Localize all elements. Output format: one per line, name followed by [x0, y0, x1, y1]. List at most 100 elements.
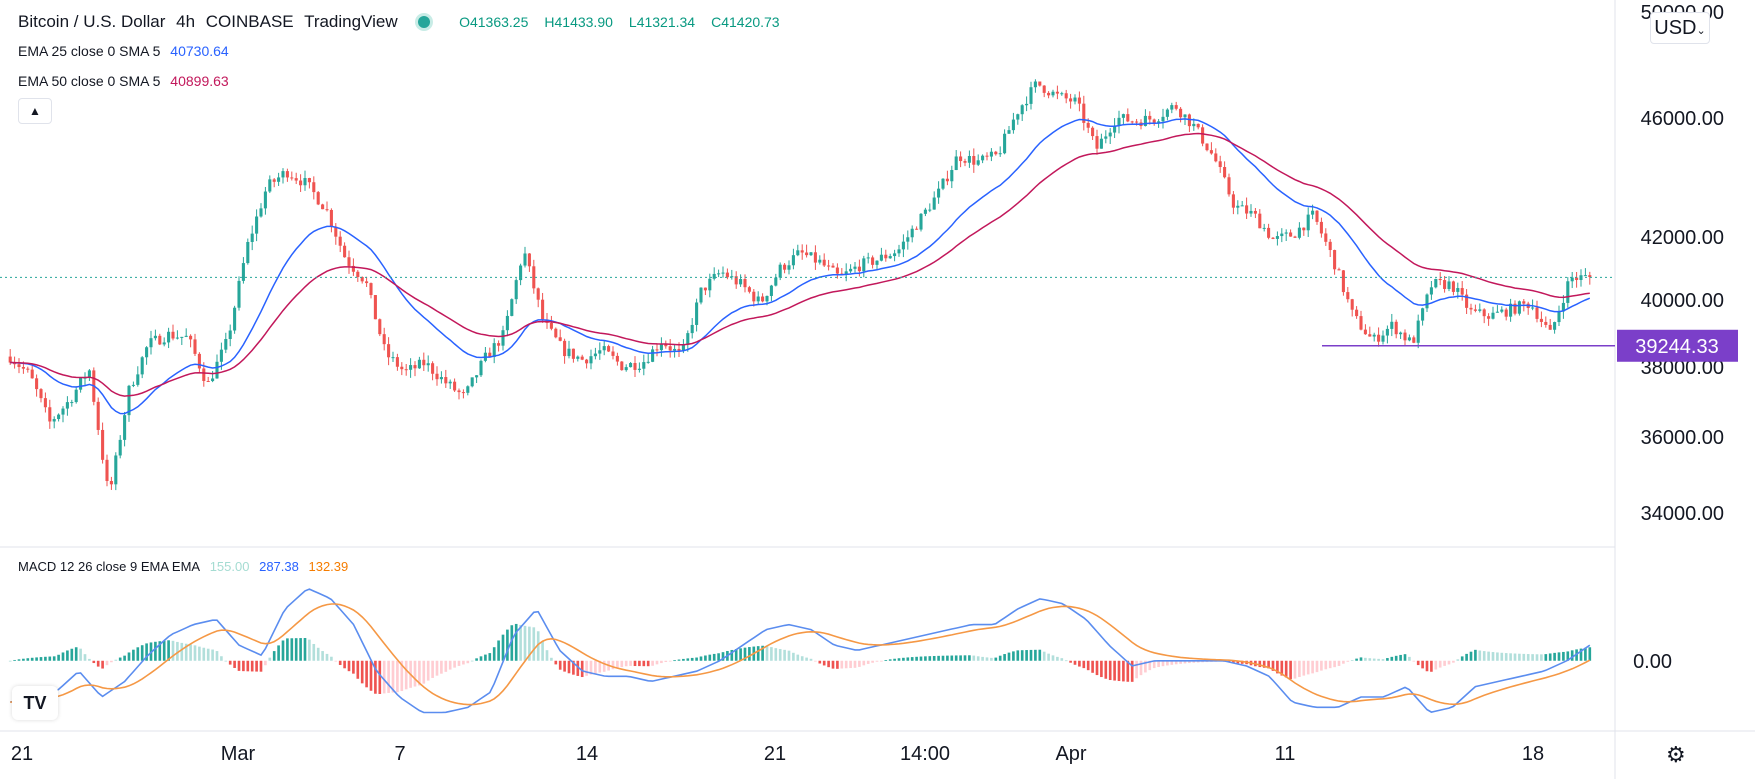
candle-body — [241, 263, 245, 281]
candle-body — [734, 276, 738, 285]
macd-histogram-bar — [1166, 660, 1169, 666]
ema25-legend[interactable]: EMA 25 close 0 SMA 5 40730.64 — [18, 43, 235, 59]
macd-histogram-bar — [919, 656, 923, 661]
candle-body — [149, 338, 153, 348]
macd-histogram-bar — [761, 645, 764, 661]
candle-body — [1337, 269, 1341, 271]
candle-body — [1223, 167, 1227, 178]
candle-body — [1451, 281, 1455, 292]
candle-body — [1509, 303, 1513, 317]
candle-body — [167, 331, 171, 343]
macd-histogram-bar — [734, 649, 738, 661]
macd-histogram-bar — [321, 651, 324, 661]
macd-histogram-bar — [220, 656, 223, 661]
macd-histogram-bar — [466, 660, 470, 664]
candle-body — [347, 257, 351, 266]
candle-body — [1289, 232, 1293, 237]
candle-body — [1161, 116, 1165, 122]
candle-body — [906, 237, 910, 242]
macd-histogram-bar — [840, 660, 844, 669]
candle-body — [497, 343, 501, 346]
candle-body — [400, 366, 404, 370]
collapse-legend-button[interactable]: ▲ — [18, 98, 52, 124]
macd-histogram-bar — [1333, 660, 1336, 668]
interval-label[interactable]: 4h — [176, 12, 196, 31]
candle-body — [250, 233, 254, 242]
symbol-legend[interactable]: Bitcoin / U.S. Dollar 4h COINBASE Tradin… — [18, 12, 786, 32]
macd-histogram-bar — [184, 643, 188, 661]
macd-histogram-bar — [616, 660, 619, 669]
candle-body — [774, 277, 778, 286]
candle-body — [1016, 114, 1020, 120]
price-axis[interactable]: 50000.0046000.0042000.0040000.0038000.00… — [1617, 2, 1738, 525]
candle-body — [1346, 292, 1350, 300]
macd-histogram-bar — [510, 625, 514, 661]
macd-histogram-bar — [1232, 660, 1235, 663]
candle-body — [1557, 311, 1561, 323]
candle-body — [1236, 205, 1240, 208]
candle-body — [1267, 227, 1271, 238]
macd-histogram-bar — [440, 660, 443, 674]
candle-body — [598, 350, 602, 354]
macd-histogram-bar — [1438, 660, 1442, 668]
macd-signal-value: 132.39 — [308, 559, 349, 574]
candle-body — [1152, 119, 1156, 123]
macd-histogram-bar — [875, 660, 879, 662]
macd-axis[interactable]: 0.00 — [1633, 651, 1672, 673]
time-axis[interactable]: 21 Mar 7 14 21 14:00 Apr 11 18 — [11, 743, 1544, 765]
gear-icon[interactable]: ⚙ — [1666, 742, 1686, 767]
macd-histogram-bar — [1078, 660, 1081, 667]
macd-histogram-bar — [968, 655, 971, 661]
candle-body — [312, 182, 316, 193]
macd-histogram-bar — [1007, 652, 1011, 661]
macd-histogram-bar — [26, 658, 30, 661]
candle-body — [197, 353, 201, 369]
macd-histogram-bar — [365, 660, 368, 688]
macd-histogram-bar — [1394, 655, 1398, 661]
macd-histogram-bar — [1372, 658, 1376, 661]
macd-histogram-bar — [818, 660, 822, 664]
macd-histogram-bar — [787, 650, 791, 661]
candle-body — [1517, 301, 1521, 314]
macd-histogram-bar — [303, 637, 307, 661]
tradingview-logo-icon[interactable]: TV — [12, 686, 58, 720]
macd-histogram-bar — [572, 660, 575, 675]
time-tick-label: 21 — [11, 743, 33, 765]
candle-body — [57, 414, 61, 420]
candle-body — [285, 171, 289, 178]
candle-body — [1328, 241, 1332, 251]
macd-legend[interactable]: MACD 12 26 close 9 EMA EMA 155.00 287.38… — [18, 559, 354, 574]
macd-histogram-bar — [299, 638, 302, 661]
candle-body — [532, 266, 536, 289]
candle-body — [1165, 109, 1169, 117]
candle-body — [1531, 307, 1535, 309]
macd-histogram-bar — [228, 660, 232, 665]
candle-body — [233, 307, 237, 331]
macd-histogram-bar — [396, 660, 399, 693]
macd-histogram-bar — [1311, 660, 1314, 674]
candle-body — [382, 334, 386, 345]
candle-body — [849, 268, 853, 272]
macd-histogram-bar — [123, 655, 126, 661]
candle-body — [1271, 237, 1275, 239]
candle-body — [646, 361, 650, 363]
macd-histogram-bar — [1522, 653, 1526, 661]
candle-body — [211, 378, 215, 382]
ema50-legend[interactable]: EMA 50 close 0 SMA 5 40899.63 — [18, 73, 235, 89]
macd-histogram-bar — [739, 648, 742, 661]
currency-button[interactable]: USD⌄ — [1650, 12, 1710, 44]
macd-histogram-bar — [673, 660, 676, 662]
candle-body — [549, 322, 553, 329]
time-tick-label: Mar — [221, 743, 256, 765]
time-tick-label: 18 — [1522, 743, 1544, 765]
macd-histogram-bar — [792, 652, 795, 661]
candle-body — [321, 204, 325, 210]
macd-histogram-bar — [83, 654, 87, 661]
candle-body — [1253, 210, 1257, 214]
candle-body — [1394, 321, 1398, 335]
candle-body — [1504, 309, 1508, 317]
macd-histogram-bar — [290, 638, 294, 661]
candle-body — [1443, 280, 1447, 289]
candle-body — [422, 359, 426, 366]
